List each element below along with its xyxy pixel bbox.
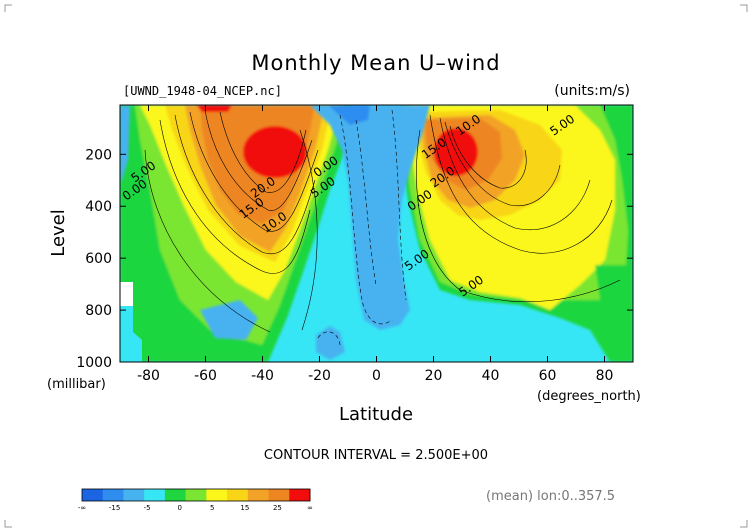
tropical-easterlies (120, 105, 430, 360)
contour-lines (144, 109, 621, 333)
colorbar-label: -5 (144, 504, 151, 512)
y-tick-label: 1000 (76, 355, 112, 371)
southern-jet (120, 105, 352, 362)
x-axis: -80 -60 -40 -20 0 20 40 60 80 (137, 105, 613, 384)
y-tick-label: 200 (85, 147, 112, 163)
colorbar-swatch (123, 489, 145, 501)
colorbar-swatch (206, 489, 228, 501)
y-axis-label: Level (48, 209, 69, 257)
colorbar-swatch (185, 489, 207, 501)
colorbar-frame (81, 488, 311, 502)
colorbar-label: 25 (273, 504, 282, 512)
y-axis: 200 400 600 800 1000 (76, 147, 633, 371)
x-tick-label: 40 (482, 368, 500, 384)
x-tick-label: -80 (137, 368, 160, 384)
colorbar-swatch (289, 489, 311, 501)
northern-jet (400, 105, 633, 362)
colorbar-label: ∞ (307, 504, 313, 512)
colorbar-label: 15 (240, 504, 249, 512)
colorbar-label: 0 (177, 504, 181, 512)
colorbar-label: 5 (210, 504, 214, 512)
plot-area: 10.0 5.0015.020.020.015.010.05.000.005.00… (120, 105, 633, 362)
x-tick-label: -60 (194, 368, 217, 384)
x-tick-label: -20 (308, 368, 331, 384)
y-tick-label: 800 (85, 303, 112, 319)
colorbar-label: -∞ (78, 504, 86, 512)
colorbar-swatch (247, 489, 270, 501)
x-tick-label: 20 (425, 368, 443, 384)
x-axis-label: Latitude (339, 404, 413, 425)
colorbar-swatch (268, 489, 290, 501)
colorbar-swatch (102, 489, 124, 501)
colorbar-swatch (82, 489, 104, 501)
corner-marks (4, 4, 748, 528)
y-tick-label: 600 (85, 251, 112, 267)
y-axis-units: (millibar) (47, 377, 106, 392)
negative-contours (317, 109, 407, 346)
x-tick-label: 60 (539, 368, 557, 384)
x-tick-label: 80 (596, 368, 614, 384)
averaging-note: (mean) lon:0..357.5 (486, 489, 615, 504)
x-tick-label: -40 (251, 368, 274, 384)
x-tick-label: 0 (372, 368, 381, 384)
y-tick-label: 400 (85, 199, 112, 215)
dataset-label: [UWND_1948-04_NCEP.nc] (123, 84, 282, 98)
colorbar-swatch (227, 489, 249, 501)
contour-interval-note: CONTOUR INTERVAL = 2.500E+00 (264, 448, 488, 463)
colorbar-label: -15 (109, 504, 120, 512)
colorbar: -∞ -15 -5 0 5 15 25 ∞ (78, 488, 313, 512)
colorbar-swatch (164, 489, 187, 501)
chart-title: Monthly Mean U–wind (251, 51, 500, 75)
x-axis-units: (degrees_north) (537, 389, 641, 404)
colorbar-swatch (144, 489, 166, 501)
units-label: (units:m/s) (554, 83, 630, 99)
